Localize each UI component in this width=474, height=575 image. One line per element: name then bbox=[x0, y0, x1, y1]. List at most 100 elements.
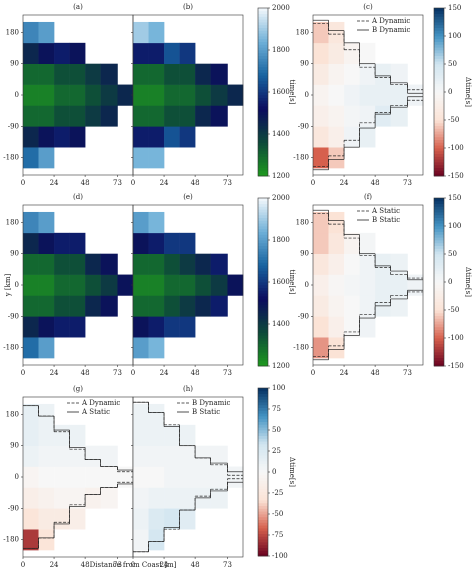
colorbar-slice bbox=[434, 262, 444, 266]
heat-cell bbox=[210, 466, 228, 488]
colorbar-slice bbox=[434, 164, 444, 168]
colorbar-slice bbox=[258, 502, 268, 506]
colorbar-slice bbox=[258, 296, 268, 300]
heat-cell bbox=[390, 63, 408, 85]
heat-cell bbox=[133, 508, 149, 530]
colorbar-tick-label: 1200 bbox=[272, 172, 290, 180]
heat-cell bbox=[328, 337, 345, 359]
colorbar-slice bbox=[258, 413, 268, 417]
colorbar-slice bbox=[258, 547, 268, 551]
y-tick-label: 0 bbox=[305, 281, 309, 289]
colorbar-tick-label: 1600 bbox=[272, 278, 290, 286]
colorbar-slice bbox=[258, 472, 268, 476]
heat-cell bbox=[85, 84, 101, 106]
colorbar-slice bbox=[434, 343, 444, 347]
heat-cell bbox=[133, 211, 149, 234]
y-tick-label: 180 bbox=[6, 28, 19, 36]
heat-cell bbox=[54, 63, 70, 85]
heat-cell bbox=[54, 274, 70, 296]
colorbar-tick-label: 1400 bbox=[272, 130, 290, 138]
colorbar-slice bbox=[434, 332, 444, 336]
colorbar-slice bbox=[258, 455, 268, 459]
colorbar-slice bbox=[434, 212, 444, 216]
y-tick-label: -180 bbox=[3, 536, 19, 544]
heat-cell bbox=[85, 63, 101, 85]
colorbar-slice bbox=[258, 262, 268, 266]
heat-cell bbox=[344, 316, 360, 338]
heat-cell bbox=[54, 232, 70, 254]
heat-cell bbox=[164, 105, 180, 127]
colorbar-slice bbox=[258, 312, 268, 316]
colorbar-tick-label: -50 bbox=[448, 306, 459, 314]
legend-label: B Dynamic bbox=[192, 399, 230, 407]
colorbar-slice bbox=[434, 33, 444, 37]
colorbar-tick-label: -150 bbox=[448, 362, 464, 370]
heat-cell bbox=[23, 445, 39, 467]
colorbar-slice bbox=[258, 33, 268, 37]
colorbar-slice bbox=[434, 282, 444, 286]
heat-cell bbox=[359, 126, 376, 148]
heat-cell bbox=[195, 445, 211, 467]
x-tick-label: 48 bbox=[81, 561, 90, 569]
heat-cell bbox=[38, 42, 55, 64]
colorbar-slice bbox=[258, 346, 268, 350]
colorbar-slice bbox=[434, 240, 444, 244]
colorbar-slice bbox=[434, 304, 444, 308]
heat-cell bbox=[344, 274, 360, 296]
colorbar-label: Δtime[s] bbox=[464, 267, 472, 297]
colorbar-slice bbox=[434, 120, 444, 124]
colorbar-tick-label: 1800 bbox=[272, 236, 290, 244]
heat-cell bbox=[313, 232, 329, 254]
colorbar-slice bbox=[434, 97, 444, 101]
colorbar-slice bbox=[434, 153, 444, 157]
heat-cell bbox=[38, 487, 55, 509]
x-tick-label: 48 bbox=[191, 179, 200, 187]
heat-cell bbox=[38, 21, 55, 44]
colorbar-tick-label: -100 bbox=[272, 552, 288, 560]
colorbar-slice bbox=[434, 125, 444, 129]
heat-cell bbox=[133, 232, 149, 254]
colorbar-slice bbox=[434, 16, 444, 20]
colorbar-slice bbox=[258, 514, 268, 518]
heat-cell bbox=[210, 105, 228, 127]
heat-cell bbox=[344, 232, 360, 254]
panel-label: (c) bbox=[363, 3, 373, 11]
heat-cell bbox=[227, 274, 244, 296]
colorbar-slice bbox=[258, 424, 268, 428]
colorbar-slice bbox=[258, 494, 268, 498]
heat-cell bbox=[164, 466, 180, 488]
y-tick-label: -180 bbox=[3, 344, 19, 352]
colorbar-slice bbox=[258, 441, 268, 445]
colorbar-tick-label: 100 bbox=[272, 384, 285, 392]
colorbar-tick-label: 75 bbox=[272, 405, 281, 413]
heat-cell bbox=[23, 274, 39, 296]
colorbar-slice bbox=[258, 438, 268, 442]
x-tick-label: 73 bbox=[113, 179, 122, 187]
colorbar-slice bbox=[434, 64, 444, 68]
heat-cell bbox=[390, 105, 408, 127]
colorbar-slice bbox=[258, 444, 268, 448]
colorbar-slice bbox=[434, 245, 444, 249]
heat-cell bbox=[23, 316, 39, 338]
heat-cell bbox=[179, 295, 196, 317]
colorbar-slice bbox=[434, 108, 444, 112]
heat-cell bbox=[328, 105, 345, 127]
colorbar-slice bbox=[434, 237, 444, 241]
heat-cell bbox=[375, 63, 391, 85]
colorbar-slice bbox=[434, 131, 444, 135]
heat-cell bbox=[344, 84, 360, 106]
colorbar-slice bbox=[258, 19, 268, 23]
colorbar-slice bbox=[434, 111, 444, 115]
colorbar-slice bbox=[434, 58, 444, 62]
colorbar-slice bbox=[258, 94, 268, 98]
colorbar-slice bbox=[258, 421, 268, 425]
colorbar-slice bbox=[258, 156, 268, 160]
heat-cell bbox=[38, 295, 55, 317]
heat-cell bbox=[179, 445, 196, 467]
heat-cell bbox=[69, 445, 86, 467]
heat-cell bbox=[344, 253, 360, 275]
heat-cell bbox=[23, 508, 39, 530]
heat-cell bbox=[313, 316, 329, 338]
y-tick-label: 180 bbox=[6, 218, 19, 226]
heat-cell bbox=[148, 529, 165, 551]
